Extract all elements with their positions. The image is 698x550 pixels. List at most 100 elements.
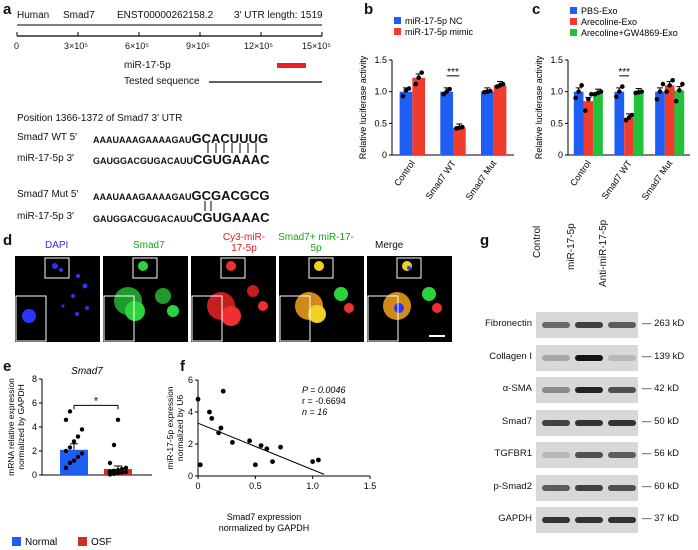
blot-band: [542, 419, 570, 426]
data-point: [67, 445, 73, 450]
y-axis-title-2: normalized by U6: [175, 395, 185, 461]
scatter-point: [247, 438, 253, 444]
bar-control-0: [573, 91, 584, 155]
blot-band: [542, 484, 570, 491]
legend-label: miR-17-5p mimic: [405, 27, 474, 37]
blot-band: [608, 387, 636, 393]
data-point: [71, 439, 77, 444]
tick-12e5: 12×10⁵: [244, 41, 274, 51]
panel-letter-d: d: [3, 232, 13, 249]
data-point: [75, 434, 81, 439]
data-point: [444, 89, 449, 94]
blot-band: [575, 387, 603, 393]
scatter-point: [197, 462, 203, 468]
x-tick-label: 1.0: [306, 481, 319, 491]
data-point: [67, 409, 73, 414]
scatter-point: [264, 446, 270, 452]
blot-label-3: Smad7: [501, 415, 532, 427]
y-tick-label: 0.5: [550, 118, 563, 128]
data-point: [107, 460, 113, 466]
data-point: [573, 95, 578, 101]
data-point: [119, 466, 125, 472]
blot-size-2: — 42 kD: [642, 383, 679, 394]
scatter-point: [310, 459, 316, 464]
scatter-point: [195, 396, 201, 402]
blot-strip-3: [536, 409, 638, 436]
mir-label-wt: miR-17-5p 3′: [17, 153, 74, 164]
blot-strip-4: [536, 442, 638, 468]
position-title: Position 1366-1372 of Smad7 3′ UTR: [17, 113, 183, 124]
bar-control-1: [412, 77, 426, 155]
y-tick-label: 6: [32, 398, 37, 408]
data-point: [447, 86, 452, 92]
data-point: [111, 442, 117, 448]
mut-seq-seed: GCGACGCG: [191, 188, 270, 203]
data-point: [623, 117, 629, 123]
data-point: [579, 83, 584, 88]
data-point: [460, 124, 465, 130]
scatter-point: [278, 444, 283, 450]
micrograph-cy3: [191, 256, 276, 342]
data-point: [441, 91, 446, 97]
blot-size-4: — 56 kD: [642, 448, 679, 459]
bar-smad7-mut-0: [480, 91, 494, 155]
legend-label: Arecoline+GW4869-Exo: [581, 28, 678, 38]
mut-label: Smad7 Mut 5′: [17, 189, 79, 200]
data-point: [123, 465, 129, 470]
bar-smad7-mut-1: [493, 85, 507, 155]
tick-0: 0: [14, 41, 20, 51]
y-axis-title-1: miR-17-5p expression: [165, 386, 175, 469]
micrograph-dapi: [15, 256, 100, 342]
wt-seq-flank: AAAUAAAGAAAAGAU: [93, 135, 192, 145]
mir-seq-flank: GAUGGACGUGACAUU: [93, 156, 193, 166]
y-tick-label: 0: [558, 150, 563, 160]
blot-label-5: p-Smad2: [493, 480, 532, 492]
blot-label-2: α-SMA: [502, 383, 532, 394]
data-point: [657, 89, 663, 94]
panel-letter-g: g: [480, 232, 490, 249]
scatter-point: [207, 409, 212, 415]
data-point: [677, 88, 682, 93]
bar-smad7-mut-2: [674, 90, 685, 155]
bar-smad7-mut-0: [655, 91, 665, 155]
blot-band: [608, 484, 636, 491]
legend-swatch: [394, 28, 401, 35]
data-point: [626, 115, 632, 120]
blot-band: [542, 387, 570, 393]
data-point: [406, 86, 412, 91]
micrograph-merge: [367, 256, 452, 342]
legend-swatch-osf: [78, 537, 87, 546]
data-point: [660, 81, 666, 87]
bar-control-1: [583, 101, 594, 155]
legend-label-normal: Normal: [25, 537, 57, 548]
scatter-point: [220, 388, 226, 394]
y-axis-title-2: normalized by GAPDH: [16, 384, 26, 470]
bar-smad7-wt-1: [624, 117, 634, 155]
y-tick-label: 4: [188, 407, 193, 417]
header-transcript: ENST00000262158.2: [117, 10, 214, 21]
data-point: [617, 89, 622, 94]
blot-band: [542, 452, 570, 458]
data-point: [620, 84, 625, 89]
blot-size-6: — 37 kD: [642, 513, 679, 524]
data-point: [500, 81, 506, 87]
data-point: [400, 93, 406, 99]
data-point: [413, 81, 418, 87]
significance-star: *: [94, 395, 99, 407]
data-point: [75, 454, 81, 460]
blot-strip-6: [536, 507, 638, 533]
blot-size-1: — 139 kD: [642, 350, 685, 362]
blot-band: [575, 484, 603, 491]
bar-control-0: [399, 91, 413, 155]
blot-label-6: GAPDH: [498, 513, 532, 524]
data-point: [111, 468, 117, 473]
data-point: [586, 96, 591, 102]
blot-size-3: — 50 kD: [642, 415, 679, 427]
y-tick-label: 0: [32, 470, 37, 480]
mir-label-mut: miR-17-5p 3′: [17, 211, 74, 222]
legend-label-osf: OSF: [91, 537, 112, 548]
legend-swatch: [394, 17, 401, 24]
data-point: [674, 98, 679, 104]
bar-smad7-wt-0: [440, 91, 453, 155]
blot-band: [575, 322, 603, 328]
